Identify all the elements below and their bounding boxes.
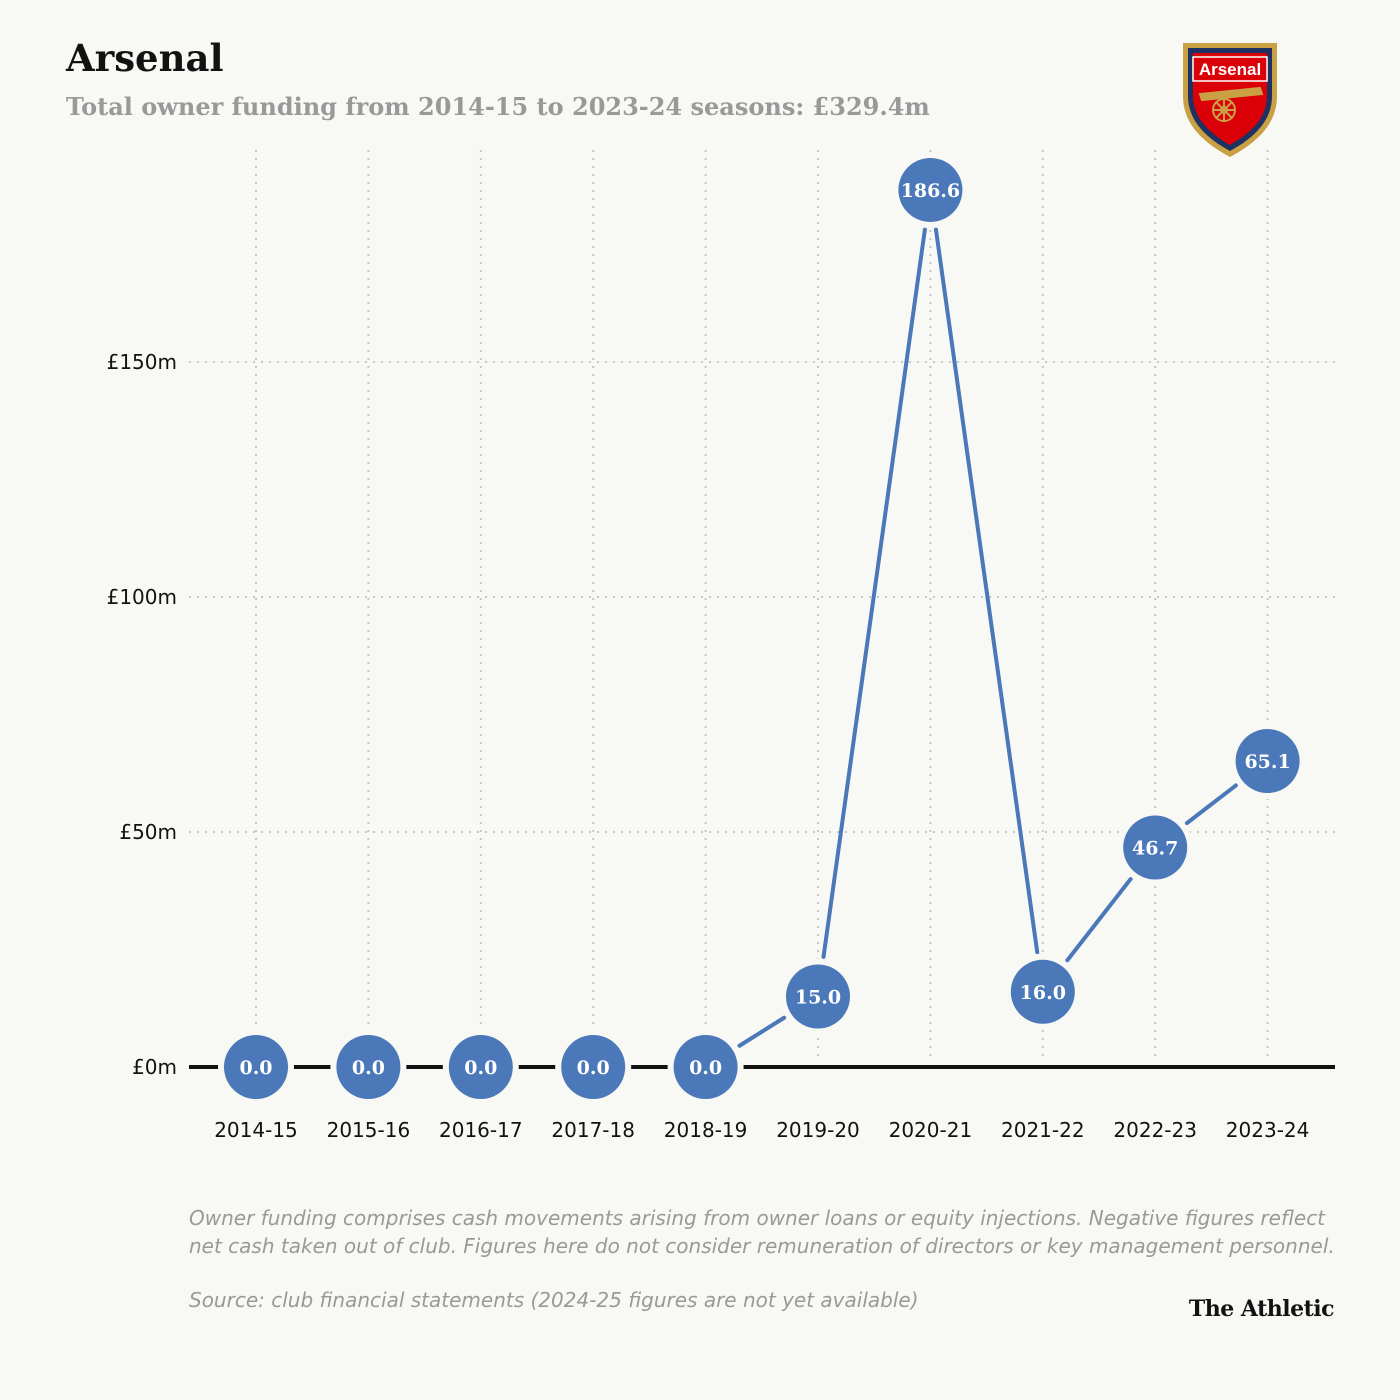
data-point xyxy=(336,1035,401,1099)
x-tick-label: 2015-16 xyxy=(327,1118,411,1142)
x-tick-label: 2016-17 xyxy=(439,1118,523,1142)
series-line-segment xyxy=(821,227,927,959)
data-point xyxy=(448,1035,513,1099)
data-point xyxy=(786,964,850,1029)
data-label: 0.0 xyxy=(352,1057,385,1079)
y-tick-label: £0m xyxy=(132,1055,177,1079)
crest-name-banner xyxy=(1192,56,1268,82)
y-tick-label: £100m xyxy=(107,585,177,609)
data-label: 65.1 xyxy=(1244,751,1290,773)
arsenal-crest-logo: Arsenal xyxy=(1183,43,1277,157)
data-label: 0.0 xyxy=(464,1057,497,1079)
data-label: 15.0 xyxy=(795,987,841,1009)
data-point xyxy=(898,157,963,222)
data-point xyxy=(673,1035,738,1099)
data-label: 186.6 xyxy=(901,180,961,202)
footnote: Owner funding comprises cash movements a… xyxy=(189,1206,1335,1258)
data-label: 16.0 xyxy=(1020,982,1066,1004)
y-tick-label: £50m xyxy=(119,820,177,844)
series-line-segment xyxy=(737,1015,787,1048)
source-note: Source: club financial statements (2024-… xyxy=(189,1288,919,1312)
x-tick-label: 2018-19 xyxy=(664,1118,748,1142)
chart-subtitle: Total owner funding from 2014-15 to 2023… xyxy=(66,92,930,121)
x-tick-label: 2020-21 xyxy=(889,1118,973,1142)
cannon-icon xyxy=(1198,86,1264,122)
data-point xyxy=(1010,959,1075,1024)
y-tick-label: £150m xyxy=(107,350,177,374)
data-label: 0.0 xyxy=(689,1057,722,1079)
publisher-logo: The Athletic xyxy=(1188,1296,1335,1322)
x-tick-label: 2021-22 xyxy=(1001,1118,1085,1142)
crest-name-text: Arsenal xyxy=(1199,60,1261,79)
x-tick-label: 2017-18 xyxy=(551,1118,635,1142)
x-tick-label: 2019-20 xyxy=(776,1118,860,1142)
x-tick-label: 2014-15 xyxy=(214,1118,298,1142)
chart-title: Arsenal xyxy=(66,36,224,80)
data-point xyxy=(1123,815,1188,880)
x-tick-label: 2022-23 xyxy=(1113,1118,1197,1142)
data-label: 0.0 xyxy=(239,1057,272,1079)
data-point xyxy=(561,1035,626,1099)
series-line-segment xyxy=(1065,877,1133,963)
data-point xyxy=(1235,729,1300,794)
series-line-segment xyxy=(933,227,1040,955)
data-label: 0.0 xyxy=(577,1057,610,1079)
series-line-segment xyxy=(1184,783,1238,826)
x-tick-label: 2023-24 xyxy=(1226,1118,1310,1142)
data-point xyxy=(224,1035,288,1099)
data-label: 46.7 xyxy=(1132,838,1178,860)
